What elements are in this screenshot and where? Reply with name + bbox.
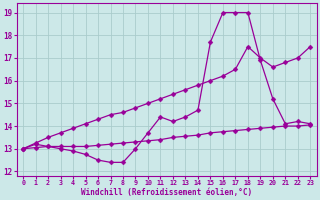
X-axis label: Windchill (Refroidissement éolien,°C): Windchill (Refroidissement éolien,°C) [81, 188, 252, 197]
